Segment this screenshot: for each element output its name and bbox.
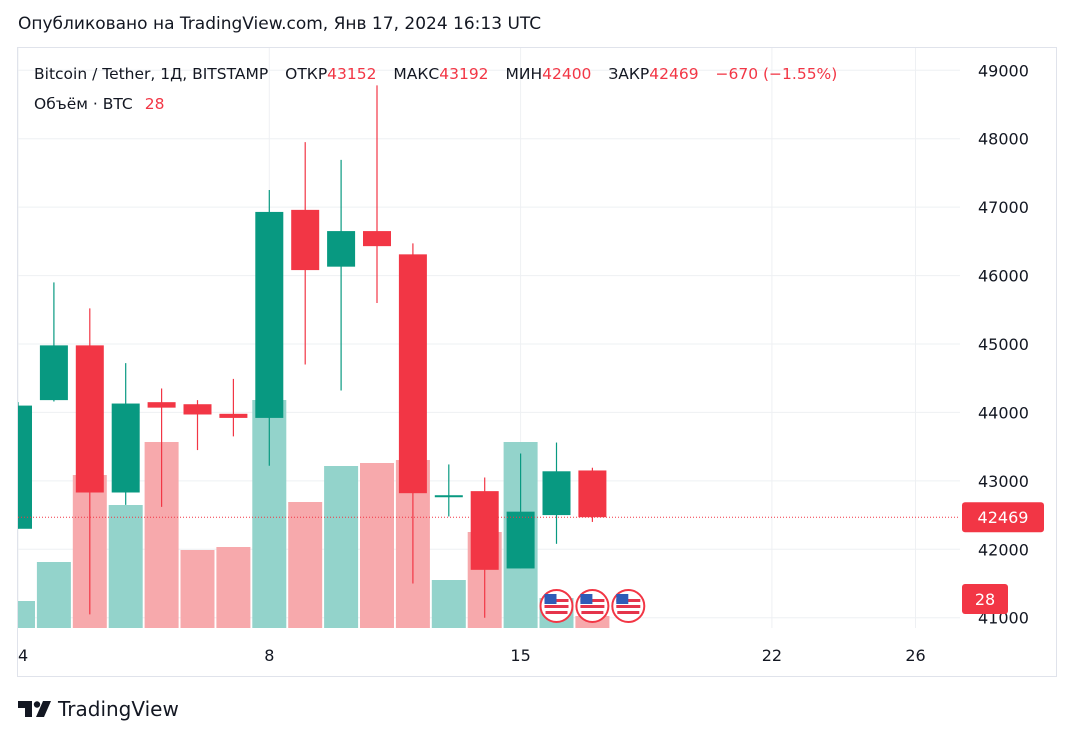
candle-body[interactable] [470,491,499,570]
legend-ohlc: Bitcoin / Tether, 1Д, BITSTAMP ОТКР43152… [34,65,837,83]
y-tick-label: 42000 [978,540,1029,559]
tradingview-logo-icon [18,701,51,717]
us-flag-event-icon[interactable] [611,589,646,623]
y-tick-label: 48000 [978,130,1029,149]
legend-volume: Объём · BTC 28 [34,95,164,113]
volume-bar[interactable] [288,502,323,628]
y-tick-label: 47000 [978,198,1029,217]
candle-body[interactable] [363,231,391,247]
volume-bar[interactable] [18,601,35,628]
y-tick-label: 44000 [978,403,1029,422]
us-flag-event-icon[interactable] [575,589,610,623]
volume-bar[interactable] [216,547,251,628]
tradingview-logo[interactable]: TradingView [18,697,179,721]
candle-body[interactable] [183,404,212,415]
x-tick-label: 24 [18,646,28,665]
candle-body[interactable] [291,209,320,271]
candle-body[interactable] [434,495,463,498]
candle-body[interactable] [542,471,571,516]
volume-bar[interactable] [36,562,71,628]
x-tick-label: 8 [264,646,274,665]
y-tick-label: 46000 [978,267,1029,286]
y-tick-label: 43000 [978,472,1029,491]
volume-bar[interactable] [108,505,143,628]
legend-open-label: ОТКР [285,65,328,83]
volume-bar[interactable] [324,466,359,628]
x-tick-label: 22 [762,646,782,665]
legend-change-value: −670 (−1.55%) [715,65,838,83]
legend-symbol[interactable]: Bitcoin / Tether, 1Д, BITSTAMP [34,65,269,83]
us-flag-event-icon[interactable] [539,589,574,623]
candle-body[interactable] [255,211,284,418]
y-tick-label: 45000 [978,335,1029,354]
candle-body[interactable] [398,254,427,494]
candle-body[interactable] [219,413,248,418]
volume-bar[interactable] [360,463,394,628]
legend-low-label: МИН [505,65,543,83]
candle-body[interactable] [39,345,68,401]
volume-bar[interactable] [180,550,215,628]
candle-body[interactable] [578,470,607,518]
last-price-badge-label: 42469 [978,508,1029,527]
legend-close-label: ЗАКР [608,65,650,83]
x-tick-label: 15 [510,646,530,665]
volume-bar[interactable] [431,580,466,628]
published-header: Опубликовано на TradingView.com, Янв 17,… [18,14,542,34]
legend-open-value: 43152 [327,65,377,83]
candle-body[interactable] [327,231,356,267]
candlestick-chart[interactable]: 49000 48000 47000 46000 45000 44000 43000 42000… [18,48,1057,677]
legend-high-label: МАКС [393,65,440,83]
legend-volume-value: 28 [144,95,165,113]
x-tick-label: 26 [905,646,925,665]
legend-low-value: 42400 [542,65,592,83]
volume-badge-label: 28 [975,590,995,609]
legend-close-value: 42469 [649,65,699,83]
legend-high-value: 43192 [439,65,489,83]
tradingview-logo-text: TradingView [58,697,179,721]
legend-volume-label[interactable]: Объём · BTC [34,95,133,113]
volume-badge[interactable] [962,584,1008,614]
candle-body[interactable] [18,405,32,529]
candle-body[interactable] [111,403,140,493]
candle-body[interactable] [147,402,176,408]
candle-body[interactable] [75,345,104,493]
y-tick-label: 49000 [978,61,1029,80]
candle-body[interactable] [506,511,535,569]
last-price-badge[interactable] [962,502,1044,533]
chart-frame[interactable]: 49000 48000 47000 46000 45000 44000 43000 42000… [17,47,1057,677]
